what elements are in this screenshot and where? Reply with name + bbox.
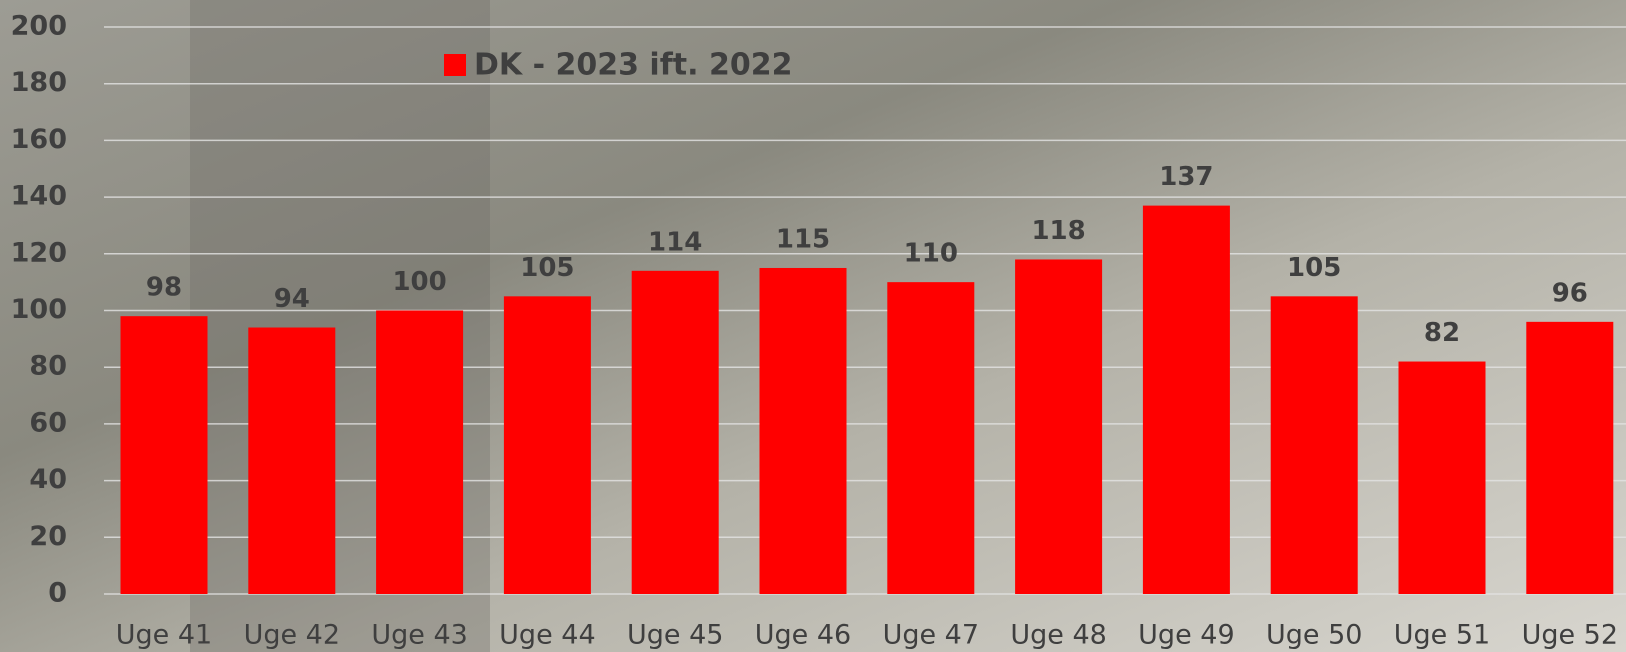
value-label: 100 (392, 267, 446, 297)
y-tick-label: 0 (48, 578, 67, 609)
value-label: 105 (1287, 253, 1341, 283)
bar (1143, 206, 1230, 594)
bar (504, 296, 591, 594)
legend-label: DK - 2023 ift. 2022 (474, 48, 792, 83)
x-tick-label: Uge 41 (116, 620, 212, 651)
bar (1015, 259, 1102, 594)
y-tick-label: 60 (29, 407, 67, 438)
legend-swatch (444, 54, 466, 76)
value-label: 118 (1031, 216, 1085, 246)
x-tick-label: Uge 42 (244, 620, 340, 651)
x-tick-label: Uge 52 (1522, 620, 1618, 651)
value-label: 98 (146, 273, 182, 303)
bar (760, 268, 847, 594)
bar (632, 271, 719, 594)
bar (376, 311, 463, 595)
value-label: 137 (1159, 162, 1213, 192)
bar (1526, 322, 1613, 594)
x-tick-label: Uge 49 (1138, 620, 1234, 651)
y-tick-label: 160 (11, 124, 67, 155)
x-tick-label: Uge 50 (1266, 620, 1362, 651)
bar (248, 328, 335, 594)
y-tick-label: 20 (29, 521, 67, 552)
x-tick-label: Uge 43 (371, 620, 467, 651)
x-tick-label: Uge 44 (499, 620, 595, 651)
bar (121, 316, 208, 594)
y-tick-label: 80 (29, 351, 67, 382)
bar (887, 282, 974, 594)
y-tick-label: 40 (29, 464, 67, 495)
x-tick-label: Uge 51 (1394, 620, 1490, 651)
y-tick-label: 100 (11, 294, 67, 325)
x-tick-label: Uge 47 (883, 620, 979, 651)
value-label: 94 (274, 284, 310, 314)
y-tick-label: 140 (11, 181, 67, 212)
y-tick-label: 200 (11, 11, 67, 42)
bar (1399, 362, 1486, 594)
x-tick-label: Uge 48 (1010, 620, 1106, 651)
value-label: 114 (648, 227, 702, 257)
y-tick-label: 120 (11, 237, 67, 268)
x-tick-label: Uge 45 (627, 620, 723, 651)
value-label: 115 (776, 224, 830, 254)
y-tick-label: 180 (11, 67, 67, 98)
value-label: 96 (1552, 278, 1588, 308)
x-tick-label: Uge 46 (755, 620, 851, 651)
value-label: 110 (904, 239, 958, 269)
bar (1271, 296, 1358, 594)
chart: 0 20 40 60 80 100 120 140 160 180 200 Uge 41 Uge 42 U… (0, 0, 1626, 652)
value-label: 82 (1424, 318, 1460, 348)
value-label: 105 (520, 253, 574, 283)
